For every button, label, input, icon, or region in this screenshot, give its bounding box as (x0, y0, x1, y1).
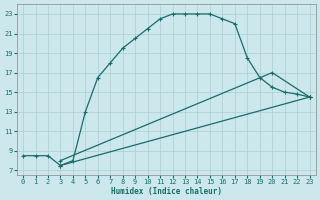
X-axis label: Humidex (Indice chaleur): Humidex (Indice chaleur) (111, 187, 222, 196)
